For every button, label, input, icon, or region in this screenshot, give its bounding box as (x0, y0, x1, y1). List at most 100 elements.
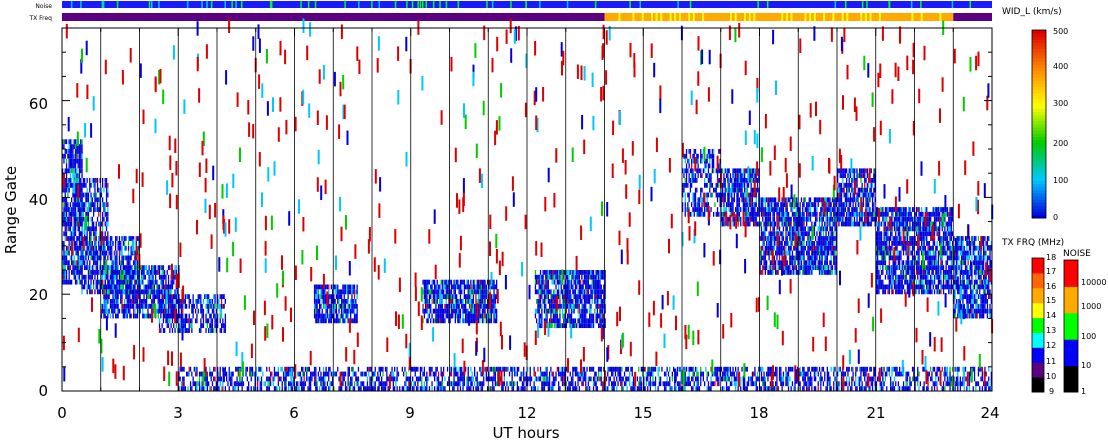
echo-cell (835, 270, 837, 275)
echo-cell (839, 207, 841, 212)
echo-cell (852, 178, 854, 183)
echo-cell (74, 226, 77, 232)
echo-cell (437, 308, 440, 314)
echo-cell (840, 211, 843, 217)
echo-cell (120, 241, 122, 246)
echo-cell (446, 294, 449, 300)
echo-cell (325, 299, 327, 304)
echo-cell (838, 192, 840, 198)
noise-strip-mark (432, 1, 435, 8)
echo-cell (484, 299, 486, 304)
echo-cell (879, 284, 881, 290)
echo-cell (481, 289, 484, 295)
echo-cell (448, 279, 450, 285)
echo-cell (899, 221, 901, 227)
echo-cell (900, 270, 902, 275)
echo-cell (74, 274, 77, 280)
echo-cell (353, 318, 356, 324)
echo-cell (791, 197, 794, 203)
echo-cell (816, 250, 818, 256)
echo-cell (800, 221, 803, 227)
echo-cell (122, 260, 124, 266)
echo-cell (470, 308, 472, 314)
echo-cell (795, 255, 797, 261)
echo-cell (759, 207, 761, 212)
echo-cell (826, 207, 828, 212)
echo-cell (69, 139, 72, 145)
echo-cell (782, 216, 785, 222)
echo-cell (161, 270, 163, 275)
echo-cell (886, 207, 888, 212)
noise-strip-mark (920, 1, 922, 8)
echo-cell (445, 303, 447, 309)
echo-cell (582, 284, 584, 290)
echo-cell (423, 284, 425, 290)
echo-cell (909, 274, 911, 280)
echo-cell (536, 308, 538, 314)
echo-cell (550, 294, 552, 300)
echo-cell (818, 216, 821, 222)
echo-cell (99, 260, 101, 266)
echo-cell (129, 270, 131, 275)
echo-cell (351, 284, 353, 290)
echo-cell (534, 308, 537, 314)
echo-cell (333, 284, 335, 290)
echo-cell (583, 323, 586, 329)
echo-cell (806, 211, 808, 217)
echo-cell (769, 245, 772, 251)
echo-cell (574, 294, 577, 300)
echo-cell (485, 318, 487, 324)
echo-cell (124, 245, 126, 251)
echo-cell (582, 303, 584, 309)
echo-cell (750, 187, 752, 193)
echo-cell (565, 299, 567, 304)
echo-cell (169, 265, 171, 271)
echo-cell (108, 289, 110, 295)
echo-cell (909, 216, 911, 222)
echo-cell (122, 265, 124, 271)
echo-cell (899, 241, 901, 246)
echo-cell (901, 245, 903, 251)
echo-cell (837, 197, 839, 203)
echo-cell (833, 202, 835, 208)
echo-cell (549, 303, 551, 309)
echo-cell (589, 313, 591, 319)
echo-cell (167, 294, 170, 300)
echo-cell (178, 313, 180, 319)
echo-cell (127, 289, 130, 295)
echo-cell (732, 168, 734, 174)
echo-cell (895, 265, 897, 271)
echo-cell (830, 265, 832, 271)
txfreq-segment (604, 13, 954, 21)
echo-cell (820, 255, 822, 261)
echo-cell (853, 207, 856, 212)
echo-cell (763, 221, 765, 227)
echo-cell (191, 303, 193, 309)
echo-cell (167, 308, 170, 314)
echo-cell (826, 270, 828, 275)
echo-cell (716, 178, 719, 183)
echo-cell (458, 303, 460, 309)
echo-cell (218, 299, 220, 304)
echo-cell (746, 187, 748, 193)
echo-cell (842, 216, 844, 222)
echo-cell (148, 274, 150, 280)
echo-cell (138, 303, 140, 309)
echo-cell (545, 299, 547, 304)
echo-cell (604, 299, 606, 304)
echo-cell (698, 202, 701, 208)
echo-cell (448, 289, 450, 295)
echo-cell (103, 236, 105, 241)
echo-cell (807, 265, 809, 271)
echo-cell (829, 207, 831, 212)
echo-cell (104, 308, 106, 314)
echo-cell (109, 245, 112, 251)
echo-cell (422, 303, 424, 309)
echo-cell (888, 265, 890, 271)
echo-cell (784, 216, 786, 222)
echo-cell (753, 173, 755, 179)
noise-strip-mark (151, 1, 153, 8)
echo-cell (585, 299, 587, 304)
echo-cell (338, 299, 340, 304)
echo-cell (884, 211, 887, 217)
